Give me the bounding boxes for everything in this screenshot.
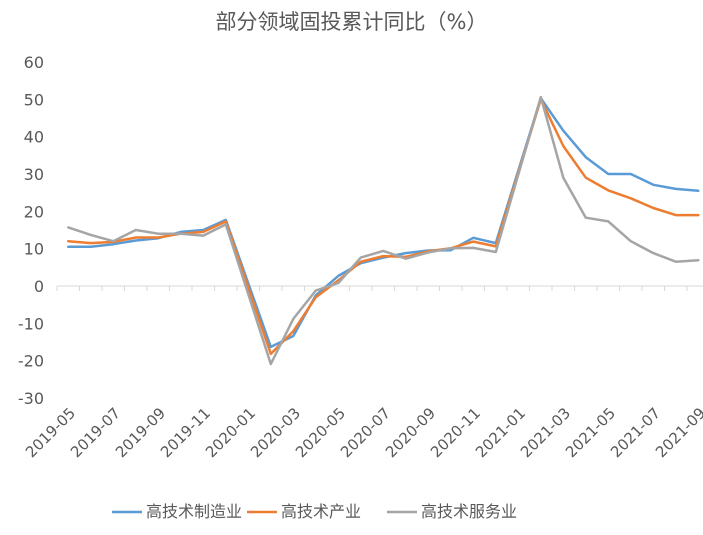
- y-tick-label: 50: [24, 90, 44, 109]
- y-tick-label: 10: [24, 240, 44, 259]
- y-tick-label: 0: [34, 277, 44, 296]
- y-tick-label: 60: [24, 53, 44, 72]
- legend-label-3: 高技术服务业: [421, 502, 517, 521]
- legend-label-2: 高技术产业: [281, 502, 361, 521]
- y-tick-label: 30: [24, 165, 44, 184]
- series-line-3: [67, 95, 700, 366]
- series-line-2: [67, 98, 700, 356]
- chart-title: 部分领域固投累计同比（%）: [215, 10, 488, 34]
- y-tick-label: 20: [24, 202, 44, 221]
- y-tick-label: -30: [18, 389, 44, 408]
- series-layer: [67, 95, 700, 366]
- y-tick-label: -10: [18, 314, 44, 333]
- y-tick-label: -20: [18, 352, 44, 371]
- legend-label-1: 高技术制造业: [146, 502, 242, 521]
- series-line-1: [67, 96, 700, 349]
- legend: 高技术制造业 高技术产业 高技术服务业: [112, 502, 517, 521]
- y-tick-label: 40: [24, 128, 44, 147]
